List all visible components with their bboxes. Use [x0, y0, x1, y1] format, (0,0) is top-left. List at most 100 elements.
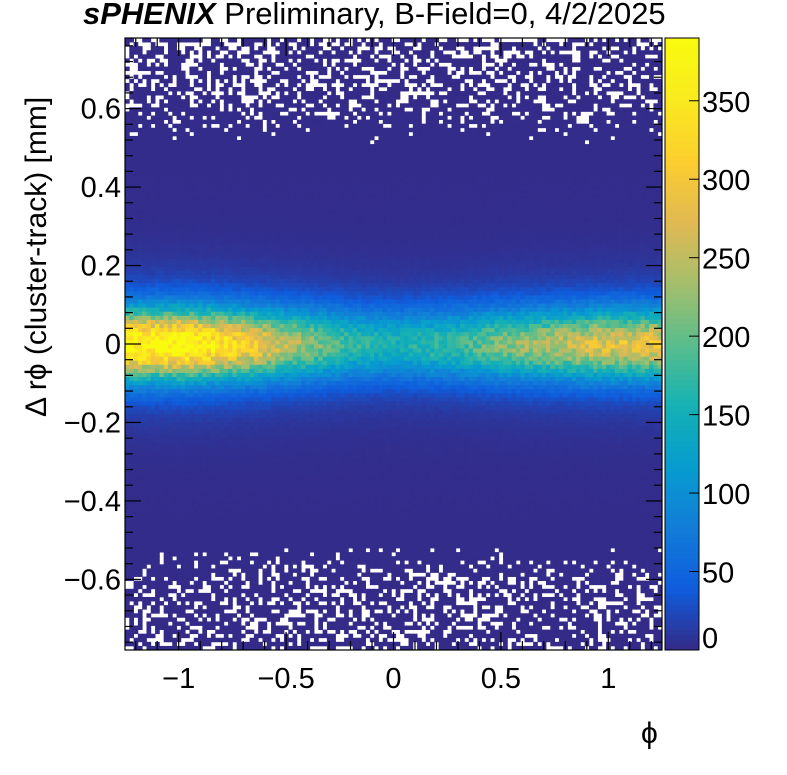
- heatmap-cell: [232, 38, 238, 43]
- heatmap-cell: [228, 352, 233, 357]
- heatmap-cell: [163, 254, 169, 259]
- heatmap-cell: [133, 205, 139, 210]
- heatmap-cell: [176, 213, 182, 218]
- heatmap-cell: [219, 499, 225, 504]
- heatmap-cell: [266, 482, 272, 488]
- heatmap-cell: [137, 197, 143, 202]
- heatmap-cell: [125, 470, 130, 475]
- heatmap-cell: [167, 115, 173, 120]
- heatmap-cell: [167, 372, 173, 378]
- heatmap-cell: [142, 515, 147, 520]
- heatmap-cell: [223, 531, 229, 537]
- heatmap-cell: [219, 486, 225, 492]
- heatmap-cell: [236, 103, 242, 108]
- heatmap-cell: [185, 641, 190, 647]
- heatmap-cell: [172, 637, 177, 643]
- heatmap-cell: [189, 613, 195, 618]
- heatmap-cell: [215, 50, 220, 55]
- heatmap-cell: [206, 258, 212, 263]
- heatmap-cell: [228, 527, 233, 533]
- heatmap-cell: [245, 478, 250, 484]
- heatmap-cell: [253, 580, 259, 586]
- heatmap-cell: [258, 311, 263, 316]
- heatmap-cell: [198, 531, 203, 537]
- heatmap-cell: [142, 576, 147, 582]
- heatmap-cell: [240, 384, 246, 390]
- heatmap-cell: [133, 144, 139, 149]
- heatmap-cell: [240, 156, 246, 161]
- heatmap-cell: [125, 99, 130, 104]
- heatmap-cell: [176, 364, 182, 369]
- heatmap-cell: [167, 601, 173, 606]
- heatmap-cell: [253, 274, 259, 280]
- heatmap-cell: [142, 262, 147, 267]
- heatmap-cell: [279, 323, 285, 329]
- heatmap-cell: [176, 295, 182, 300]
- heatmap-cell: [202, 592, 208, 598]
- heatmap-cell: [129, 511, 134, 516]
- heatmap-cell: [253, 556, 259, 561]
- heatmap-cell: [155, 556, 160, 561]
- heatmap-cell: [172, 209, 177, 214]
- heatmap-cell: [240, 115, 246, 120]
- heatmap-cell: [253, 217, 259, 222]
- heatmap-cell: [129, 233, 134, 239]
- heatmap-cell: [198, 478, 203, 484]
- heatmap-cell: [275, 613, 281, 618]
- heatmap-cell: [189, 372, 195, 378]
- heatmap-cell: [202, 364, 208, 369]
- heatmap-cell: [189, 46, 195, 51]
- heatmap-cell: [142, 425, 147, 431]
- heatmap-cell: [198, 176, 203, 182]
- heatmap-cell: [176, 531, 182, 537]
- heatmap-cell: [146, 201, 152, 206]
- heatmap-cell: [180, 441, 186, 447]
- heatmap-cell: [159, 168, 165, 174]
- heatmap-cell: [159, 262, 165, 267]
- heatmap-cell: [176, 86, 182, 92]
- heatmap-cell: [232, 262, 238, 267]
- heatmap-cell: [228, 348, 233, 353]
- heatmap-cell: [125, 339, 130, 345]
- heatmap-cell: [206, 152, 212, 157]
- heatmap-cell: [266, 331, 272, 337]
- heatmap-cell: [223, 568, 229, 573]
- heatmap-cell: [159, 233, 165, 239]
- heatmap-cell: [271, 531, 276, 537]
- heatmap-cell: [172, 446, 177, 451]
- heatmap-cell: [279, 543, 285, 549]
- heatmap-cell: [249, 217, 255, 222]
- heatmap-cell: [159, 462, 165, 467]
- heatmap-cell: [223, 270, 229, 276]
- heatmap-cell: [172, 217, 177, 222]
- heatmap-cell: [172, 193, 177, 198]
- heatmap-cell: [223, 499, 229, 504]
- heatmap-cell: [185, 233, 190, 239]
- heatmap-cell: [210, 156, 216, 161]
- heatmap-cell: [223, 613, 229, 618]
- heatmap-cell: [146, 499, 152, 504]
- heatmap-cell: [258, 131, 263, 137]
- heatmap-cell: [275, 523, 281, 528]
- heatmap-cell: [193, 140, 199, 145]
- heatmap-cell: [159, 323, 165, 329]
- heatmap-cell: [202, 433, 208, 439]
- heatmap-cell: [129, 490, 134, 496]
- heatmap-cell: [146, 576, 152, 582]
- heatmap-cell: [279, 286, 285, 292]
- heatmap-cell: [172, 429, 177, 435]
- heatmap-cell: [262, 421, 268, 426]
- heatmap-cell: [266, 588, 272, 594]
- heatmap-cell: [193, 335, 199, 341]
- heatmap-cell: [236, 441, 242, 447]
- heatmap-cell: [150, 397, 156, 402]
- heatmap-cell: [163, 474, 169, 480]
- heatmap-cell: [240, 625, 246, 630]
- heatmap-cell: [275, 450, 281, 455]
- heatmap-cell: [146, 307, 152, 312]
- heatmap-cell: [258, 437, 263, 443]
- heatmap-cell: [193, 246, 199, 251]
- heatmap-cell: [236, 131, 242, 137]
- heatmap-cell: [159, 217, 165, 222]
- heatmap-cell: [150, 560, 156, 565]
